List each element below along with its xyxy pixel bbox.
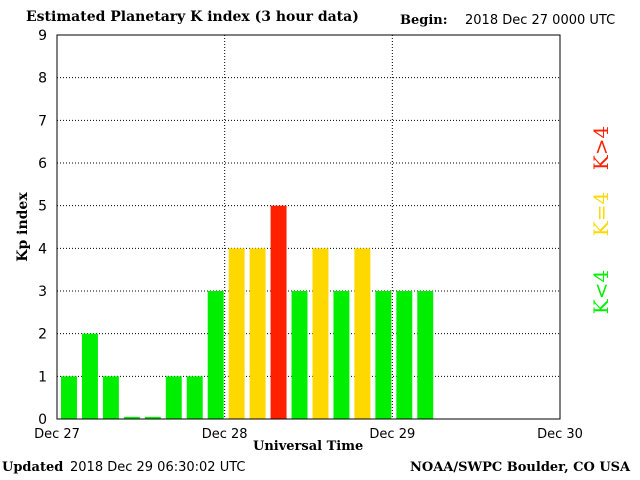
y-axis-title: Kp index xyxy=(15,192,31,262)
kp-bar xyxy=(207,291,224,419)
kp-bar xyxy=(270,205,287,419)
updated-label: Updated xyxy=(2,460,64,475)
kp-bar xyxy=(396,291,413,419)
credit-text: NOAA/SWPC Boulder, CO USA xyxy=(410,460,631,475)
chart-bars xyxy=(61,205,434,419)
kp-bar xyxy=(312,248,329,419)
y-tick-label: 8 xyxy=(38,71,47,87)
begin-value: 2018 Dec 27 0000 UTC xyxy=(465,13,616,28)
kp-bar xyxy=(81,333,98,419)
y-tick-labels: 0 1 2 3 4 5 6 7 8 9 xyxy=(38,28,47,428)
legend: K<4 K=4 K>4 xyxy=(589,126,613,314)
y-tick-label: 7 xyxy=(38,113,47,129)
x-tick-label: Dec 28 xyxy=(202,427,248,442)
chart-title: Estimated Planetary K index (3 hour data… xyxy=(26,9,359,25)
kp-bar xyxy=(61,376,77,419)
begin-label: Begin: xyxy=(400,13,448,28)
x-tick-label: Dec 30 xyxy=(537,427,583,442)
kp-bar xyxy=(123,416,140,419)
y-tick-label: 5 xyxy=(38,199,47,215)
x-tick-label: Dec 27 xyxy=(34,427,80,442)
x-tick-labels: Dec 27 Dec 28 Dec 29 Dec 30 xyxy=(34,427,583,442)
y-tick-label: 6 xyxy=(38,156,47,172)
legend-greater: K>4 xyxy=(589,126,613,170)
y-tick-label: 9 xyxy=(38,28,47,44)
y-tick-label: 1 xyxy=(38,369,47,385)
y-tick-label: 2 xyxy=(38,327,47,343)
updated-value: 2018 Dec 29 06:30:02 UTC xyxy=(70,460,246,475)
chart-grid xyxy=(57,35,560,419)
kp-bar xyxy=(144,416,161,419)
x-axis-title: Universal Time xyxy=(253,439,364,454)
x-tick-label: Dec 29 xyxy=(369,427,415,442)
kp-bar xyxy=(249,248,266,419)
kp-bar xyxy=(186,376,203,419)
kp-bar xyxy=(375,291,392,419)
kp-bar xyxy=(333,291,350,419)
kp-bar xyxy=(102,376,119,419)
legend-equal: K=4 xyxy=(589,192,613,236)
kp-bar xyxy=(165,376,182,419)
kp-bar xyxy=(354,248,371,419)
kp-bar xyxy=(417,291,434,419)
legend-less: K<4 xyxy=(589,270,613,314)
y-tick-label: 3 xyxy=(38,284,47,300)
kp-bar xyxy=(228,248,245,419)
kp-bar xyxy=(291,291,308,419)
y-tick-label: 0 xyxy=(38,412,47,428)
plot-frame xyxy=(56,34,561,420)
y-tick-label: 4 xyxy=(38,241,47,257)
